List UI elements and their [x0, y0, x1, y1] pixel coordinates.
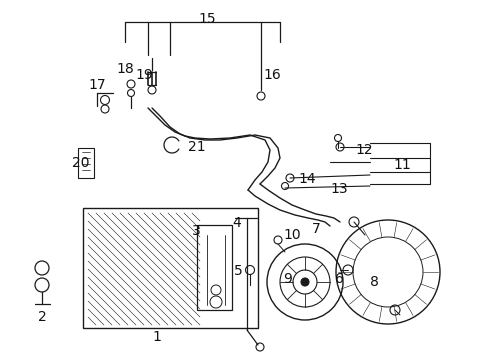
Text: 8: 8: [369, 275, 378, 289]
Text: 3: 3: [192, 224, 201, 238]
Text: 14: 14: [297, 172, 315, 186]
Text: 16: 16: [263, 68, 280, 82]
Text: 6: 6: [334, 272, 343, 286]
Text: 10: 10: [283, 228, 300, 242]
Text: 7: 7: [311, 222, 320, 236]
Bar: [78, 148, 94, 178]
Text: 19: 19: [135, 68, 152, 82]
Text: 5: 5: [234, 264, 242, 278]
Circle shape: [301, 278, 308, 286]
Text: 9: 9: [283, 272, 291, 286]
Text: 20: 20: [72, 156, 89, 170]
Bar: [197, 225, 231, 310]
Text: 11: 11: [392, 158, 410, 172]
Text: 18: 18: [116, 62, 134, 76]
Text: 17: 17: [88, 78, 105, 92]
Text: 4: 4: [231, 216, 240, 230]
Text: 12: 12: [354, 143, 372, 157]
Text: 15: 15: [198, 12, 215, 26]
Bar: [83, 208, 258, 328]
Text: 21: 21: [187, 140, 205, 154]
Text: 13: 13: [329, 182, 347, 196]
Text: 1: 1: [152, 330, 161, 344]
Text: 2: 2: [38, 310, 47, 324]
